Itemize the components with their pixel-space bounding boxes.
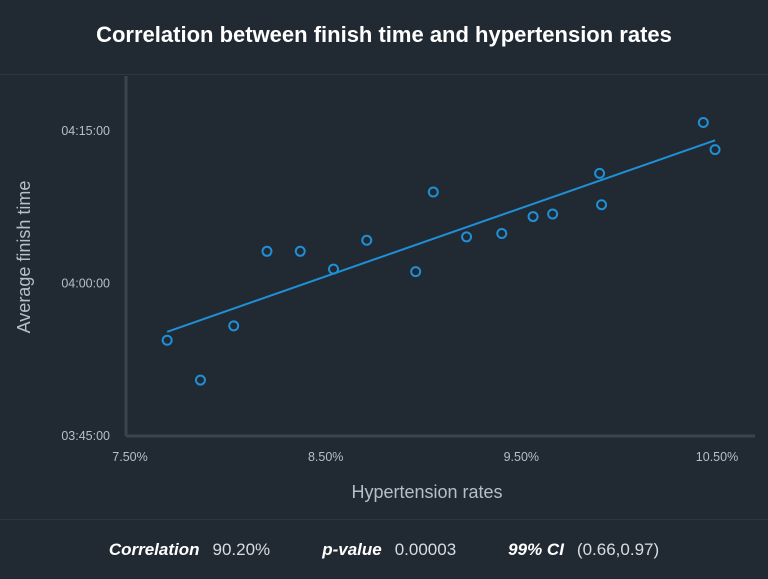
- data-point: [261, 245, 273, 257]
- x-tick-label: 9.50%: [504, 450, 539, 464]
- data-point: [327, 263, 339, 275]
- pvalue-label: p-value: [322, 539, 382, 559]
- x-axis-title: Hypertension rates: [351, 482, 502, 502]
- data-point: [594, 167, 606, 179]
- data-point: [697, 117, 709, 129]
- correlation-label: Correlation: [108, 539, 200, 559]
- x-tick-label: 8.50%: [308, 450, 343, 464]
- data-point: [161, 334, 173, 346]
- y-axis-title: Average finish time: [14, 181, 34, 334]
- y-tick-label: 04:00:00: [61, 277, 110, 291]
- ci-label: 99% CI: [508, 539, 564, 559]
- stats-divider: [0, 519, 768, 520]
- trendline: [166, 139, 716, 333]
- x-tick-label: 7.50%: [112, 450, 147, 464]
- data-points: [161, 117, 721, 386]
- data-point: [709, 144, 721, 156]
- data-point: [294, 245, 306, 257]
- scatter-chart: Average finish time Hypertension rates 7…: [14, 76, 755, 502]
- data-point: [527, 211, 539, 223]
- pvalue-value: 0.00003: [394, 539, 457, 559]
- data-point: [361, 234, 373, 246]
- data-point: [228, 320, 240, 332]
- y-tick-label: 04:15:00: [61, 124, 110, 138]
- x-tick-label: 10.50%: [696, 450, 738, 464]
- title-divider: [0, 74, 768, 75]
- correlation-value: 90.20%: [212, 539, 271, 559]
- data-point: [461, 231, 473, 243]
- axes: [124, 76, 755, 438]
- data-point: [547, 208, 559, 220]
- y-tick-label: 03:45:00: [61, 429, 110, 443]
- chart-title: Correlation between finish time and hype…: [96, 22, 672, 47]
- data-point: [194, 374, 206, 386]
- data-point: [596, 199, 608, 211]
- ci-value: (0.66,0.97): [576, 539, 660, 559]
- data-point: [427, 186, 439, 198]
- data-point: [496, 228, 508, 240]
- tick-labels: 7.50% 8.50% 9.50% 10.50% 03:45:00 04:00:00 04:…: [61, 124, 738, 464]
- data-point: [410, 266, 422, 278]
- stats-bar: Correlation 90.20% p-value 0.00003 99% C…: [0, 520, 768, 579]
- trendline-group: [166, 139, 716, 333]
